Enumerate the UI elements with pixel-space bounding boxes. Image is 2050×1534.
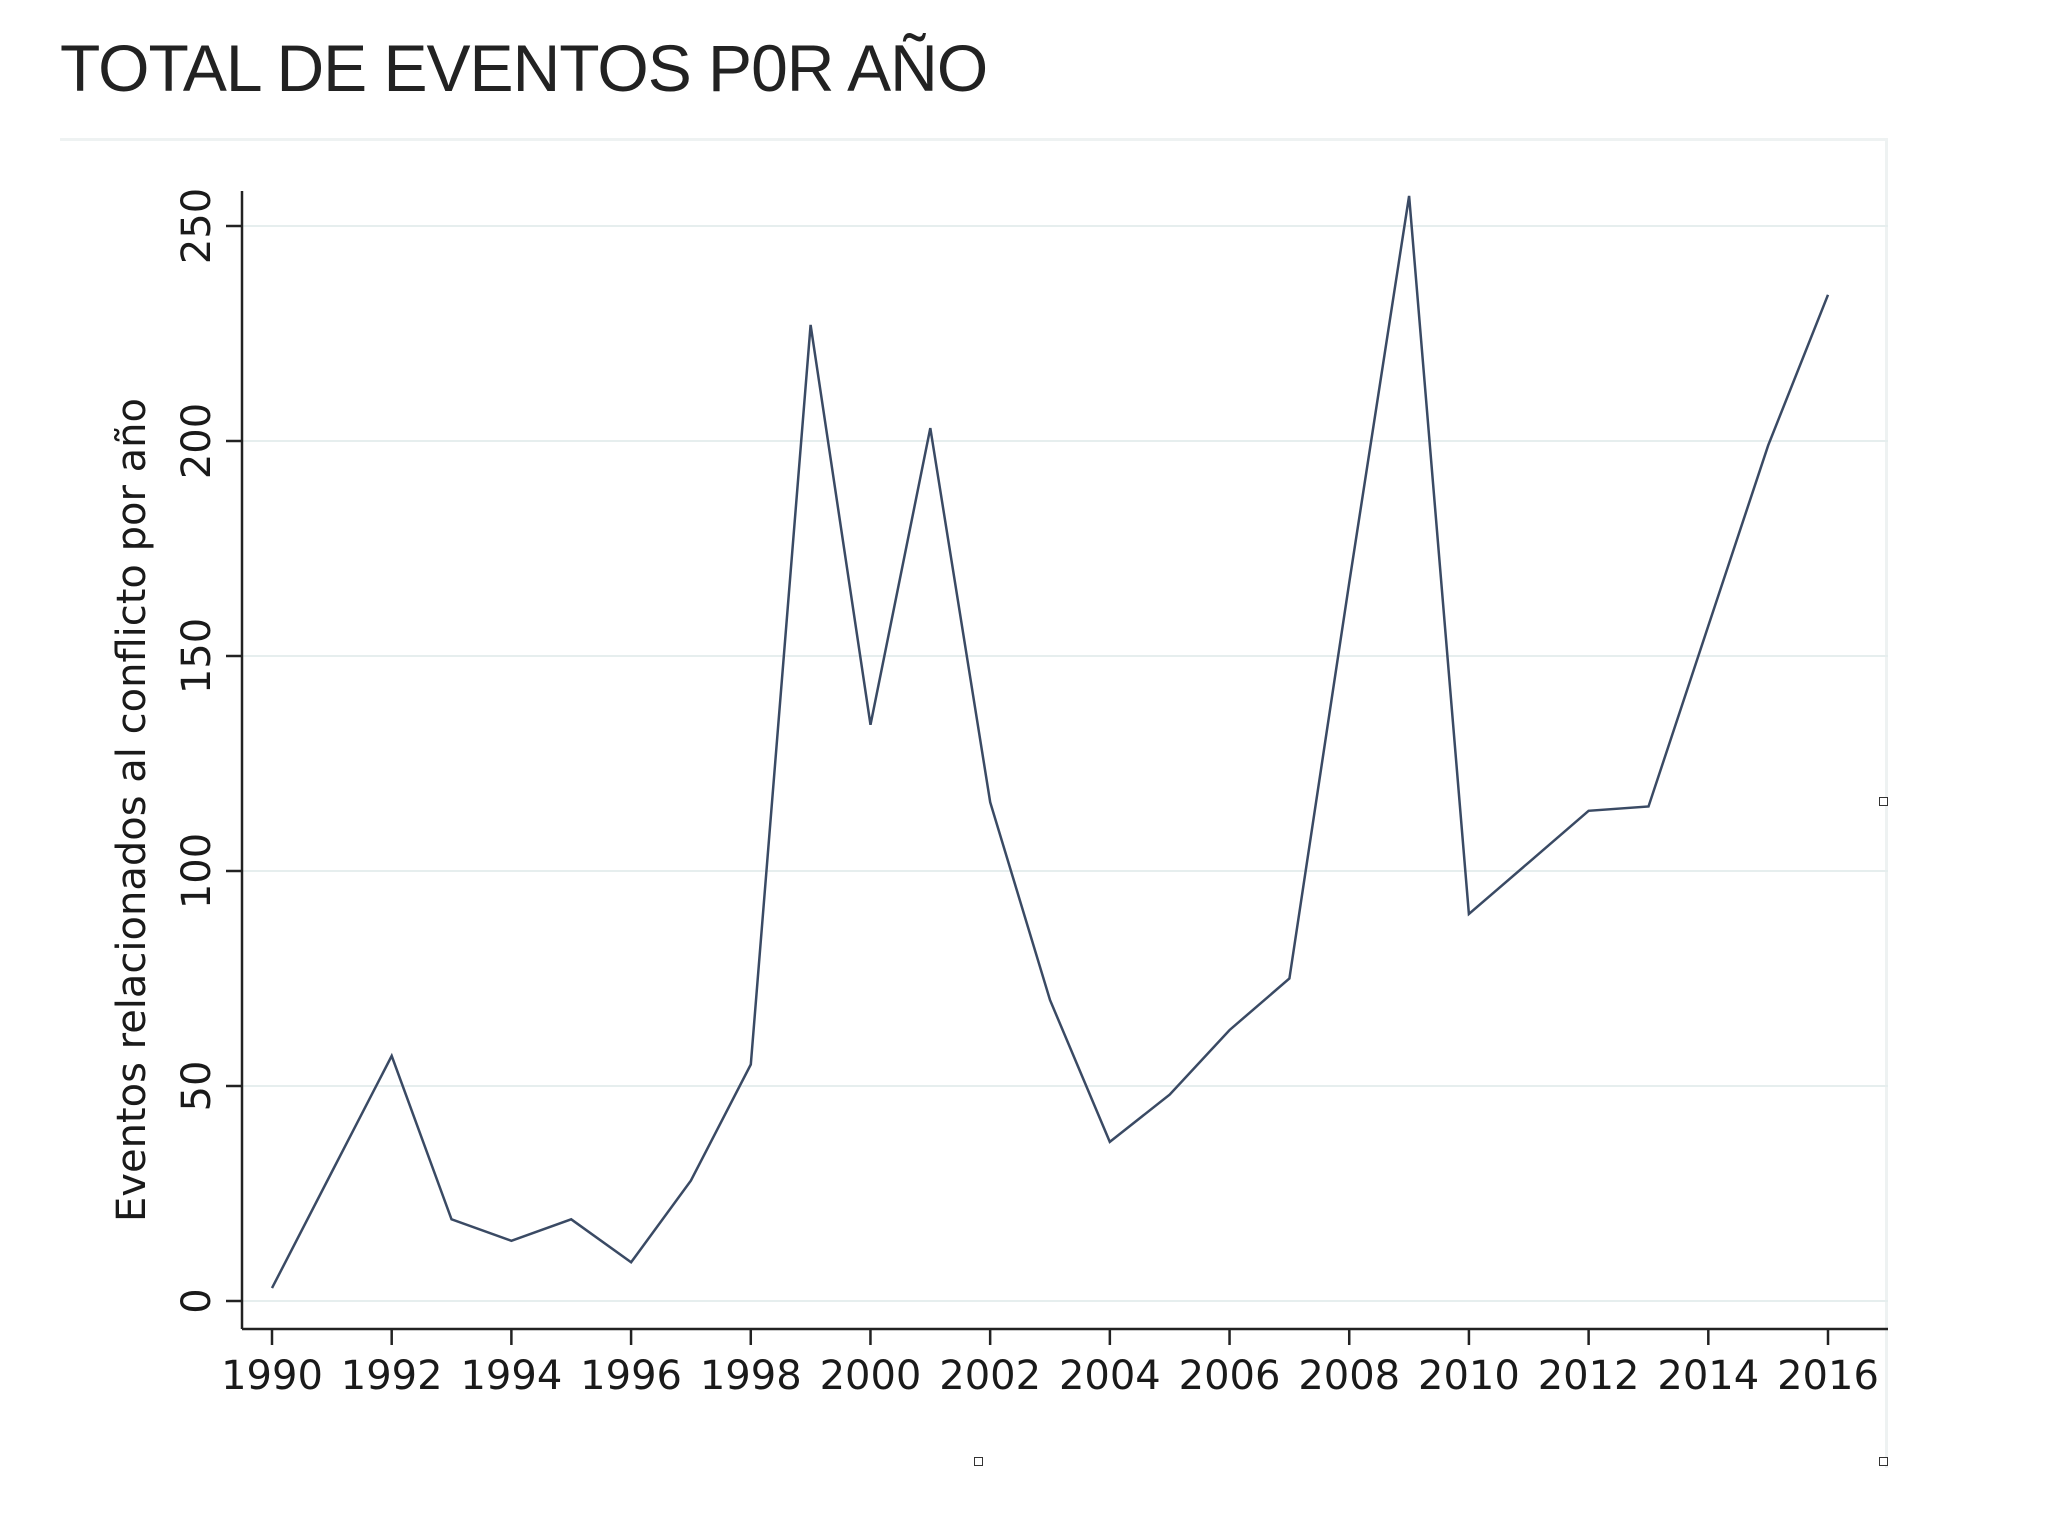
x-tick-label-2012: 2012 xyxy=(1538,1353,1640,1399)
x-tick-label-2008: 2008 xyxy=(1298,1353,1400,1399)
y-tick-label-200: 200 xyxy=(174,403,220,479)
x-tick-label-2000: 2000 xyxy=(820,1353,922,1399)
tick-labels: 0 50 100 150 200 250 1990 1992 1994 1996 1998 2000 2… xyxy=(174,188,1879,1399)
resize-handle-bottom[interactable] xyxy=(974,1457,983,1466)
y-tick-label-50: 50 xyxy=(174,1061,220,1112)
series-line-0 xyxy=(270,195,1830,1289)
x-tick-label-2006: 2006 xyxy=(1179,1353,1281,1399)
x-tick-label-2002: 2002 xyxy=(939,1353,1041,1399)
x-tick-label-2010: 2010 xyxy=(1418,1353,1520,1399)
x-tick-label-1992: 1992 xyxy=(341,1353,443,1399)
y-axis-title: Eventos relacionados al conflicto por añ… xyxy=(109,398,155,1222)
slide-title: TOTAL DE EVENTOS P0R AÑO xyxy=(60,31,988,105)
x-tick-label-2014: 2014 xyxy=(1657,1353,1759,1399)
x-tick-label-2016: 2016 xyxy=(1777,1353,1879,1399)
x-tick-label-1998: 1998 xyxy=(700,1353,802,1399)
x-tick-label-1990: 1990 xyxy=(221,1353,323,1399)
x-tick-label-2004: 2004 xyxy=(1059,1353,1161,1399)
resize-handle-bottom-right[interactable] xyxy=(1879,1457,1888,1466)
resize-handle-right[interactable] xyxy=(1879,797,1888,806)
y-tick-label-250: 250 xyxy=(174,188,220,264)
axes xyxy=(226,191,1888,1345)
line-chart: 0 50 100 150 200 250 1990 1992 1994 1996 1998 2000 2… xyxy=(109,188,1888,1399)
x-tick-label-1994: 1994 xyxy=(460,1353,562,1399)
x-tick-label-1996: 1996 xyxy=(580,1353,682,1399)
series-lines xyxy=(270,195,1830,1289)
y-tick-label-150: 150 xyxy=(174,618,220,694)
y-tick-label-100: 100 xyxy=(174,833,220,909)
y-tick-label-0: 0 xyxy=(174,1288,220,1313)
chart-frame[interactable]: 0 50 100 150 200 250 1990 1992 1994 1996 1998 2000 2… xyxy=(60,138,1888,1468)
grid-lines xyxy=(242,225,1888,1302)
